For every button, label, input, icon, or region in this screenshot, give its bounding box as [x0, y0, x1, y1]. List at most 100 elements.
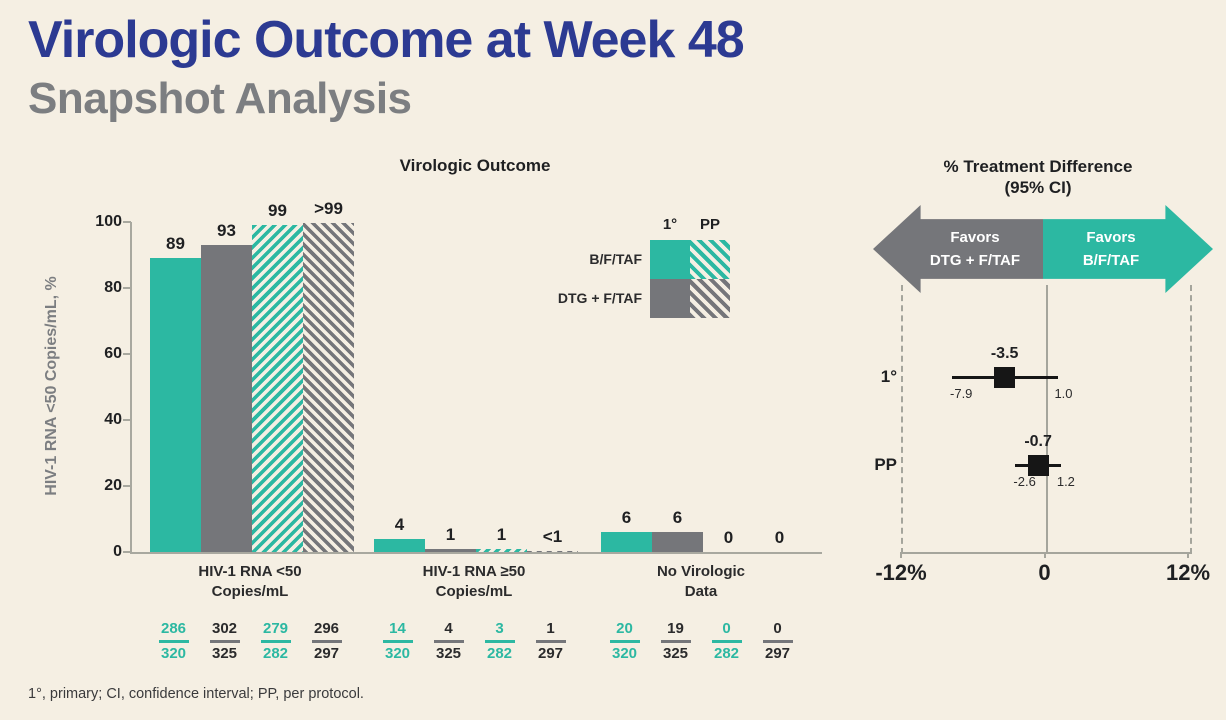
x-category-label: HIV-1 RNA <50 Copies/mL	[140, 562, 360, 602]
bar-teal-hatch	[252, 225, 303, 552]
fraction-numerator: 20	[616, 620, 633, 637]
fraction-denominator: 282	[262, 644, 289, 662]
bar-gray-hatch	[527, 551, 578, 552]
fraction-numerator: 4	[444, 620, 453, 637]
bar-slot: <1	[527, 222, 578, 552]
legend-header-pp: PP	[699, 216, 720, 233]
bar-slot: 0	[703, 222, 754, 552]
fraction-line	[660, 640, 691, 643]
estimate-marker-PP	[1027, 454, 1049, 476]
legend-label-dtg-ftaf: DTG + F/TAF	[557, 290, 642, 306]
forest-x-tick-0	[900, 552, 902, 558]
fraction: 0 282	[704, 620, 750, 663]
bar-teal-solid	[374, 538, 425, 552]
bar-value-label: >99	[314, 199, 343, 218]
bar-plot-area: 0 20 40 60 80 100 89 93 99 >99 4 1 1 <1 6 6 0 0	[95, 199, 822, 560]
bar-slot: 99	[252, 201, 303, 552]
page-subtitle: Snapshot Analysis	[28, 74, 412, 123]
bar-chart-title: Virologic Outcome	[399, 156, 551, 175]
x-category-line: Copies/mL	[211, 583, 289, 600]
fraction-line	[260, 640, 291, 643]
bar-value-label: 6	[621, 508, 632, 528]
legend-swatch-bftaf-primary	[650, 240, 690, 279]
bar-value-label: 4	[394, 514, 405, 534]
bar-slot: 4	[374, 222, 425, 552]
forest-title-line2: (95% CI)	[1004, 178, 1072, 197]
fraction-denominator: 320	[611, 644, 638, 662]
favors-dtg-ftaf-arrow-text: Favors DTG + F/TAF	[929, 229, 1021, 269]
treatment-difference-forest-plot: % Treatment Difference (95% CI) Favors D…	[850, 150, 1226, 620]
fraction: 286 320	[151, 620, 197, 663]
bar-value-label: 1	[496, 524, 507, 544]
fraction-numerator: 279	[262, 620, 289, 637]
fraction: 296 297	[304, 620, 350, 663]
favors-bftaf-arrow: Favors B/F/TAF	[1043, 205, 1213, 293]
fraction-line	[484, 640, 515, 643]
forest-row-label-PP: PP	[874, 455, 897, 474]
bar-gray-hatch	[303, 223, 354, 552]
fraction-denominator: 325	[662, 644, 689, 662]
fraction-denominator: 325	[435, 644, 462, 662]
x-category-line: Data	[684, 583, 718, 600]
fraction: 279 282	[253, 620, 299, 663]
y-axis-label: HIV-1 RNA <50 Copies/mL, %	[43, 276, 60, 496]
fraction-line	[535, 640, 566, 643]
fraction-denominator: 297	[313, 644, 340, 662]
fraction-line	[158, 640, 189, 643]
bar-chart-legend: 1° PP B/F/TAF DTG + F/TAF	[530, 214, 730, 318]
y-tick-mark-80	[123, 287, 131, 289]
legend-swatch-bftaf-pp	[690, 240, 730, 279]
estimate-value-1°: -3.5	[990, 345, 1019, 362]
bar-slot: >99	[303, 199, 354, 552]
bar-value-label: <1	[542, 527, 563, 547]
fraction-numerator: 3	[495, 620, 504, 637]
fraction-denominator: 297	[537, 644, 564, 662]
fraction-numerator: 19	[667, 620, 684, 637]
bar-gray-solid	[652, 532, 703, 552]
bar-value-label: 1	[445, 524, 456, 544]
forest-x-tick-1	[1043, 552, 1046, 558]
bar-value-label: 0	[774, 528, 785, 547]
y-tick-label-80: 80	[104, 279, 122, 296]
fraction-numerator: 296	[313, 620, 340, 637]
forest-x-tick-2	[1187, 552, 1189, 558]
y-tick-label-20: 20	[104, 477, 122, 494]
x-category-label: HIV-1 RNA ≥50 Copies/mL	[364, 562, 584, 602]
favors-bftaf-arrow-text: Favors B/F/TAF	[1082, 229, 1140, 269]
fraction-denominator: 320	[160, 644, 187, 662]
forest-x-tick-label-2: 12%	[1165, 560, 1211, 585]
y-tick-mark-0	[123, 551, 131, 553]
fraction-denominator: 320	[384, 644, 411, 662]
y-tick-mark-40	[123, 419, 131, 421]
estimate-value-PP: -0.7	[1024, 433, 1052, 450]
fraction: 19 325	[653, 620, 699, 663]
y-tick-mark-60	[123, 353, 131, 355]
x-category-line: Copies/mL	[435, 583, 513, 600]
fraction-numerator: 0	[773, 620, 782, 637]
forest-title-line1: % Treatment Difference	[943, 157, 1133, 176]
fraction-line	[762, 640, 793, 643]
bar-gray-solid	[425, 548, 476, 552]
forest-row-label-1°: 1°	[880, 367, 897, 386]
legend-swatch-dtg-pp	[690, 279, 730, 318]
legend-spacer	[530, 214, 650, 240]
fraction-numerator: 0	[722, 620, 731, 637]
bar-value-label: 0	[723, 528, 734, 547]
y-tick-label-40: 40	[104, 411, 122, 428]
fraction-line	[311, 640, 342, 643]
fraction-line	[609, 640, 640, 643]
fraction: 0 297	[755, 620, 801, 663]
ci-high-value-1°: 1.0	[1054, 386, 1073, 401]
bar-slot: 89	[150, 222, 201, 552]
page-title: Virologic Outcome at Week 48	[28, 11, 745, 69]
zero-reference-line	[1045, 285, 1048, 552]
forest-plot-region: -3.5 -7.9 1.0 -0.7 -2.6 1.2	[901, 285, 1192, 554]
favors-arrows: Favors DTG + F/TAF Favors B/F/TAF	[873, 205, 1213, 293]
legend-swatch-dtg-primary	[650, 279, 690, 318]
x-category-line: No Virologic	[656, 563, 746, 580]
fraction: 3 282	[477, 620, 523, 663]
fraction-numerator: 286	[160, 620, 187, 637]
y-tick-label-100: 100	[95, 213, 122, 230]
x-category-label: No Virologic Data	[591, 562, 811, 602]
